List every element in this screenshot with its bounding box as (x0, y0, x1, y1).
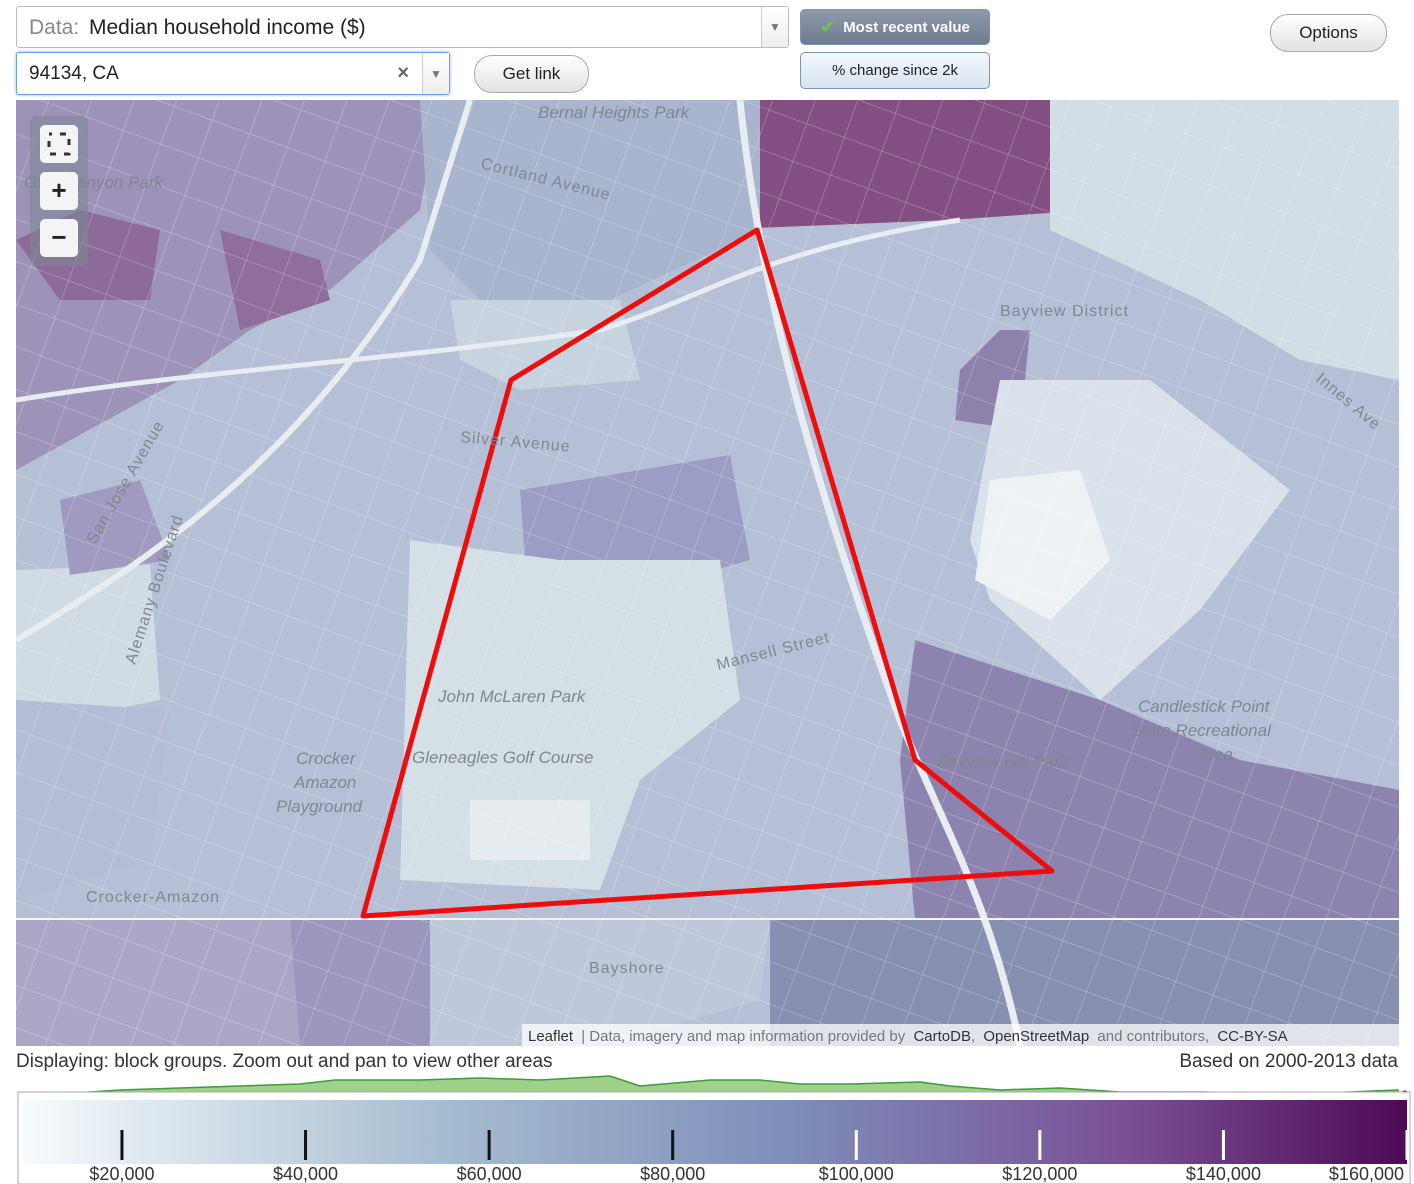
region (975, 470, 1110, 620)
map-label: Playground (276, 797, 363, 816)
attribution-link[interactable]: OpenStreetMap (983, 1028, 1089, 1045)
road (16, 100, 473, 643)
map-label: San Jose Avenue (84, 418, 168, 547)
location-select[interactable]: 94134, CA × ▼ (16, 52, 450, 95)
help-icon[interactable]: ? (1401, 1088, 1408, 1102)
legend: $20,000 $40,000 $60,000 $80,000 $100,000 $120… (17, 1091, 1411, 1184)
zoom-in-button[interactable] (40, 172, 78, 210)
legend-tick-label: $120,000 (1002, 1164, 1077, 1184)
map-label: Innes Ave (1312, 370, 1383, 434)
location-value: 94134, CA (29, 63, 119, 84)
region (290, 920, 440, 1046)
region (1050, 100, 1399, 380)
legend-tick-label: $100,000 (819, 1164, 894, 1184)
attribution-text: | Data, imagery and map information prov… (581, 1028, 906, 1045)
legend-tick-label: $20,000 (89, 1164, 154, 1184)
region (900, 640, 1399, 920)
histogram: ? (21, 1075, 1408, 1111)
attribution-link[interactable]: Leaflet (528, 1028, 574, 1045)
region (400, 540, 740, 890)
region (520, 455, 750, 585)
region (16, 700, 170, 900)
legend-frame (17, 1091, 1411, 1184)
most-recent-button[interactable]: ✔ Most recent value (800, 9, 990, 45)
region (757, 100, 1120, 228)
region (430, 920, 770, 1046)
map-label: Amazon (293, 773, 356, 792)
legend-tick-label: $80,000 (640, 1164, 705, 1184)
region (970, 380, 1290, 700)
region (420, 100, 760, 300)
attribution-link[interactable]: CC-BY-SA (1217, 1028, 1287, 1045)
map-label: Crocker-Amazon (86, 889, 220, 906)
map-label: Gleneagles Golf Course (412, 748, 593, 767)
map-label: State Recreational (1131, 721, 1272, 740)
region (490, 100, 540, 185)
displaying-note: Displaying: block groups. Zoom out and p… (16, 1051, 553, 1072)
caret: ▼ (422, 53, 449, 94)
legend-tick-label: $160,000 (1329, 1164, 1404, 1184)
region (770, 920, 1399, 1046)
clear-button[interactable]: × (397, 62, 409, 84)
region (60, 480, 170, 575)
get-link-button[interactable]: Get link (474, 55, 589, 93)
color-scale (21, 1100, 1407, 1164)
legend-tick-label: $40,000 (273, 1164, 338, 1184)
region (16, 210, 160, 300)
data-select-value: Median household income ($) (89, 16, 366, 39)
legend-tick-label: $60,000 (457, 1164, 522, 1184)
fit-button[interactable] (40, 125, 78, 163)
map-label: Mansell Street (715, 629, 832, 674)
region (450, 300, 640, 390)
region (16, 100, 440, 470)
check-icon: ✔ (820, 16, 836, 37)
zoom-out: − (51, 222, 66, 252)
caret: ▼ (761, 7, 788, 47)
region (955, 330, 1030, 430)
map-label: Area (1196, 745, 1233, 764)
map-label: Silver Avenue (460, 429, 572, 456)
region (220, 230, 330, 330)
map-label: Candlestick Point (1138, 697, 1271, 716)
attribution-link[interactable]: CartoDB (913, 1028, 971, 1045)
map-label: Glen Canyon Park (24, 173, 164, 192)
map-label: Bayview Hill Park (937, 752, 1070, 771)
attribution-text: and contributors, (1097, 1028, 1209, 1045)
data-select[interactable]: Data: Median household income ($) ▼ (16, 6, 789, 48)
map-label: John McLaren Park (437, 687, 587, 706)
region (16, 565, 160, 710)
data-range-note: Based on 2000-2013 data (1179, 1051, 1398, 1072)
zoom-out-button[interactable] (40, 219, 78, 257)
road (16, 217, 961, 403)
attribution-bg (522, 1024, 1399, 1046)
data-prefix: Data: (29, 16, 80, 39)
road (736, 100, 1024, 1046)
legend-tick-label: $140,000 (1186, 1164, 1261, 1184)
map-label: Bayview District (1000, 303, 1129, 320)
region (1120, 100, 1340, 232)
streets (16, 100, 1399, 1046)
percent-change-button[interactable]: % change since 2k (800, 52, 990, 89)
map-label: Bayshore (589, 960, 665, 977)
region (470, 800, 590, 860)
map-label: Alemany Boulevard (123, 513, 187, 666)
region (16, 920, 460, 1046)
map-label: Crocker (296, 749, 357, 768)
zoom-control: + − (30, 116, 88, 266)
map[interactable]: Bernal Heights Park Glen Canyon Park Cor… (16, 100, 1399, 1046)
attribution: Leaflet | Data, imagery and map informat… (528, 1028, 1288, 1045)
most-recent-label: Most recent value (843, 18, 970, 36)
map-background (16, 100, 1399, 1046)
zoom-in: + (51, 175, 66, 205)
drawn-boundary (360, 227, 1055, 919)
options-button[interactable]: Options (1270, 14, 1387, 52)
map-label: Cortland Avenue (479, 155, 612, 204)
map-label: Bernal Heights Park (538, 103, 691, 122)
